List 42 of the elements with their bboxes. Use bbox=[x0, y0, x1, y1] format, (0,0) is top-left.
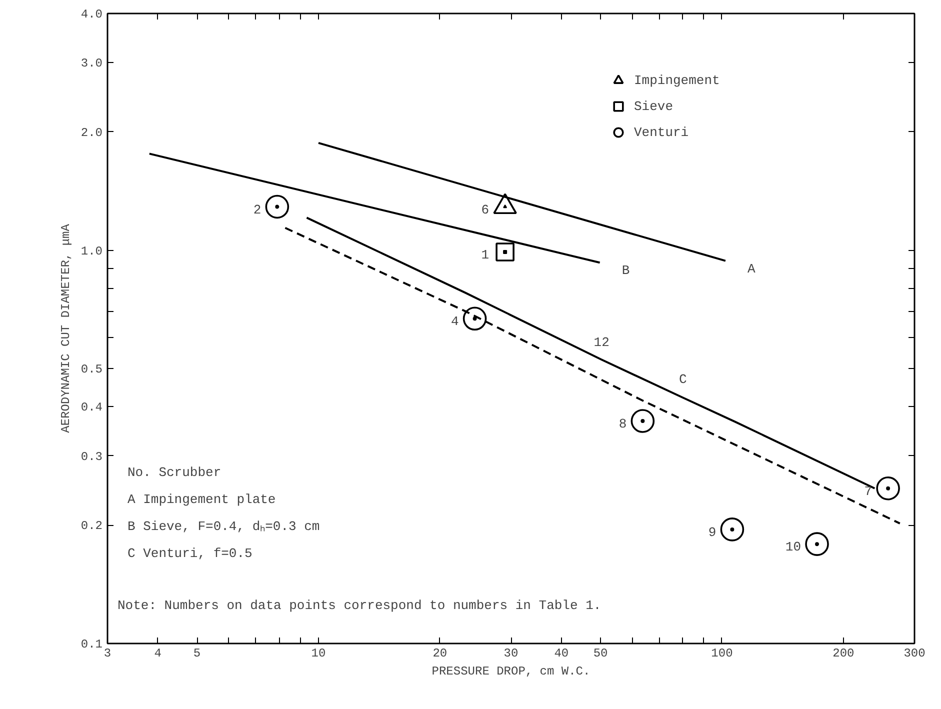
annotation: 8 bbox=[618, 416, 627, 432]
annotation: 6 bbox=[481, 202, 490, 218]
annotation: A Impingement plate bbox=[128, 492, 276, 507]
x-tick-label: 10 bbox=[311, 646, 326, 660]
annotation: 10 bbox=[785, 540, 802, 555]
annotation: 4 bbox=[450, 314, 459, 330]
annotation: B Sieve, F=0.4, dₕ=0.3 cm bbox=[128, 519, 320, 534]
annotation: 2 bbox=[253, 202, 262, 218]
annotation: A bbox=[747, 261, 756, 276]
annotation: Note: Numbers on data points correspond to numbers in Table 1. bbox=[118, 598, 602, 613]
annotation: B bbox=[622, 263, 630, 278]
x-tick-label: 30 bbox=[504, 646, 518, 660]
x-tick-label: 200 bbox=[832, 646, 854, 660]
y-tick-label: 4.0 bbox=[80, 8, 103, 22]
y-tick-label: 0.5 bbox=[80, 362, 103, 377]
legend-label: Venturi bbox=[634, 124, 689, 140]
y-tick-label: 0.3 bbox=[80, 450, 103, 464]
x-tick-label: 3 bbox=[104, 646, 112, 660]
y-axis-title: AERODYNAMIC CUT DIAMETER, μmA bbox=[58, 223, 73, 433]
y-tick-label: 0.2 bbox=[80, 519, 103, 534]
annotation: 9 bbox=[708, 524, 716, 540]
y-tick-label: 3.0 bbox=[80, 56, 103, 71]
annotation: 1 bbox=[481, 247, 490, 262]
annotation: No. Scrubber bbox=[128, 465, 222, 480]
x-tick-label: 4 bbox=[154, 646, 162, 660]
annotation: 7 bbox=[864, 484, 872, 499]
x-tick-label: 300 bbox=[904, 646, 926, 660]
legend-label: Impingement bbox=[634, 72, 720, 88]
x-tick-label: 100 bbox=[711, 646, 733, 660]
y-tick-label: 1.0 bbox=[80, 244, 103, 258]
legend-label: Sieve bbox=[634, 98, 674, 114]
y-tick-label: 0.1 bbox=[80, 638, 103, 652]
x-tick-label: 40 bbox=[554, 646, 569, 660]
annotation: C bbox=[678, 372, 687, 388]
y-tick-label: 0.4 bbox=[80, 400, 103, 415]
x-tick-label: 50 bbox=[593, 646, 608, 660]
y-tick-label: 2.0 bbox=[80, 126, 103, 140]
annotation: 12 bbox=[594, 335, 610, 350]
annotation: C Venturi, f=0.5 bbox=[128, 546, 252, 561]
x-axis-title: PRESSURE DROP, cm W.C. bbox=[432, 664, 590, 678]
x-tick-label: 5 bbox=[193, 646, 201, 660]
x-tick-label: 20 bbox=[432, 646, 448, 660]
